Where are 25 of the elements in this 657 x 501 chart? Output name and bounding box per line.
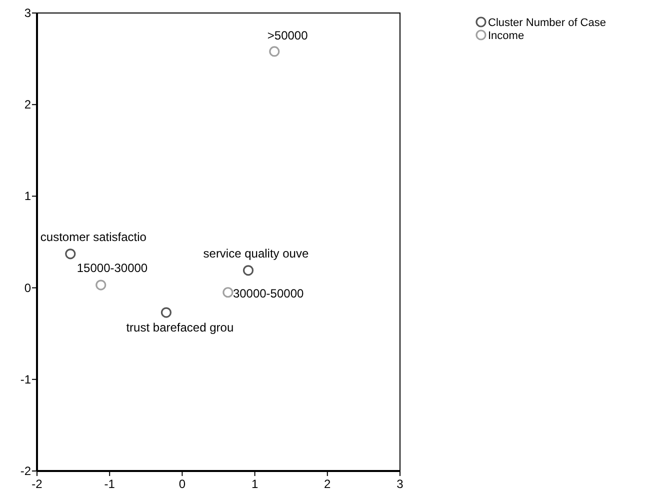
point — [222, 287, 234, 298]
x-tick-label: 0 — [178, 477, 186, 491]
y-tick-label: 2 — [24, 98, 32, 112]
annotation: customer satisfactio — [40, 230, 147, 244]
x-tick-label: 2 — [324, 477, 332, 491]
point — [160, 307, 172, 318]
point — [242, 265, 254, 276]
annotation: service quality ouve — [203, 246, 309, 260]
y-tick-label: -1 — [20, 372, 32, 386]
point — [96, 280, 106, 290]
annotation: trust barefaced grou — [126, 320, 234, 335]
annotation: >50000 — [267, 28, 308, 42]
point — [65, 248, 76, 260]
x-tick-label: 1 — [251, 477, 258, 491]
legend-label: Income — [488, 30, 524, 42]
y-tick-label: 1 — [24, 189, 32, 204]
y-tick-label: 3 — [24, 6, 32, 20]
x-tick-label: 3 — [396, 477, 404, 491]
y-tick-label: 0 — [24, 280, 32, 295]
annotation: 30000-50000 — [232, 286, 304, 300]
legend-label: Cluster Number of Case — [488, 17, 606, 29]
x-tick-label: -1 — [104, 477, 116, 491]
y-tick-label: -2 — [20, 464, 32, 478]
annotation: 15000-30000 — [76, 261, 148, 276]
point — [269, 46, 280, 57]
